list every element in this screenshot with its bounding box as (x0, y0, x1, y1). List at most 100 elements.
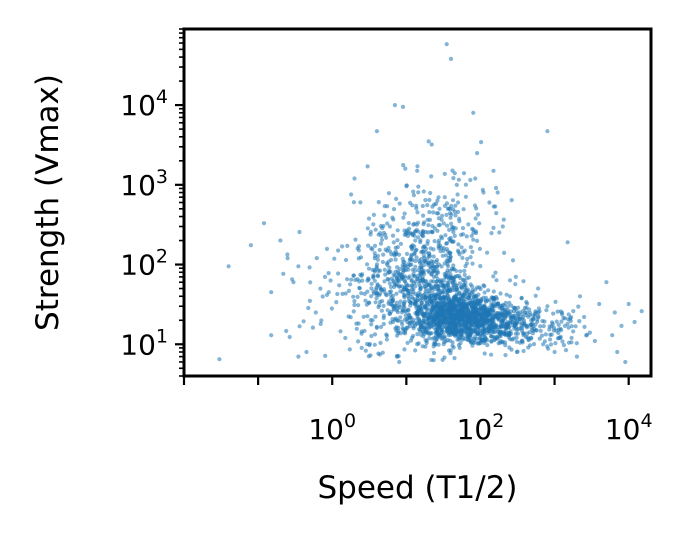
data-point (432, 335, 437, 340)
data-point (380, 350, 385, 355)
data-point (406, 261, 411, 266)
data-point (490, 308, 495, 313)
data-point (459, 245, 464, 250)
data-point (322, 274, 328, 279)
data-point (371, 222, 376, 227)
data-point (432, 265, 437, 270)
data-point (464, 234, 469, 239)
data-point (281, 271, 286, 276)
data-point (382, 267, 387, 272)
data-point (438, 279, 443, 284)
data-point (374, 292, 380, 297)
data-point (366, 354, 371, 359)
data-point (475, 341, 480, 346)
data-point (597, 301, 602, 307)
data-point (436, 246, 441, 251)
data-point (346, 288, 351, 293)
data-point (569, 335, 574, 340)
data-point (533, 293, 538, 298)
data-point (457, 273, 462, 279)
data-point (465, 256, 470, 262)
data-point (393, 317, 398, 322)
data-point (548, 342, 554, 347)
data-point (356, 339, 361, 344)
data-point (370, 247, 375, 252)
data-point (456, 299, 462, 304)
data-point (403, 166, 408, 171)
data-point (445, 268, 450, 273)
data-point (460, 226, 466, 231)
data-point (416, 229, 421, 234)
data-point (410, 203, 415, 208)
data-point (364, 302, 369, 307)
data-point (471, 230, 476, 235)
data-point (545, 129, 550, 134)
data-point (451, 263, 456, 268)
data-point (487, 311, 493, 316)
data-point (416, 258, 422, 263)
data-point (429, 285, 434, 290)
data-point (369, 294, 374, 299)
data-point (462, 272, 467, 277)
data-point (394, 325, 399, 330)
data-point (514, 339, 519, 344)
data-point (409, 335, 415, 340)
data-point (632, 319, 637, 325)
data-point (460, 337, 465, 342)
data-point (445, 206, 450, 211)
data-point (487, 305, 492, 310)
data-point (435, 198, 440, 203)
data-point (443, 325, 449, 330)
data-point (436, 216, 441, 221)
data-point (393, 257, 398, 262)
data-point (393, 303, 398, 308)
data-point (423, 250, 428, 255)
data-point (413, 264, 418, 269)
data-point (383, 272, 388, 277)
data-point (495, 190, 500, 195)
data-point (443, 307, 449, 312)
data-point (456, 177, 461, 182)
data-point (454, 313, 459, 318)
data-point (470, 319, 475, 324)
data-point (577, 319, 582, 324)
data-point (452, 332, 457, 337)
data-point (433, 293, 438, 298)
data-point (361, 314, 366, 319)
data-point (530, 321, 535, 326)
data-point (452, 296, 457, 301)
data-point (358, 200, 363, 205)
data-point (369, 281, 374, 286)
data-point (353, 237, 358, 242)
data-point (546, 346, 551, 351)
data-point (404, 251, 410, 256)
data-point (306, 305, 311, 311)
data-point (502, 331, 507, 336)
data-point (436, 211, 441, 216)
data-point (448, 272, 453, 277)
data-point (582, 314, 587, 320)
data-point (426, 223, 431, 228)
data-point (558, 335, 563, 341)
data-point (461, 171, 467, 176)
data-point (463, 280, 468, 285)
data-point (469, 327, 474, 333)
data-point (313, 310, 318, 315)
data-point (472, 203, 478, 208)
data-point (372, 342, 377, 347)
data-point (385, 204, 390, 209)
data-point (434, 331, 439, 336)
data-point (384, 235, 389, 240)
data-point (365, 289, 370, 294)
data-point (451, 176, 456, 181)
data-point (482, 351, 487, 356)
data-point (423, 289, 428, 294)
data-point (554, 319, 559, 324)
data-point (387, 299, 392, 304)
data-point (296, 264, 301, 269)
data-point (538, 328, 543, 333)
data-point (455, 248, 461, 253)
data-point (365, 226, 370, 231)
data-point (388, 292, 393, 297)
data-point (548, 337, 553, 342)
